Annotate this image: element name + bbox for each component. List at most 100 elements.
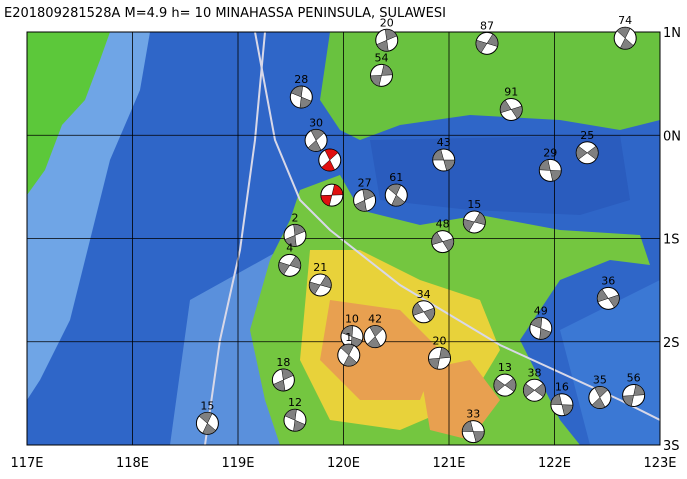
beachball — [289, 85, 313, 109]
beachball-quadrant — [561, 404, 574, 416]
beachball — [283, 408, 307, 432]
map-title: E201809281528A M=4.9 h= 10 MINAHASSA PEN… — [4, 6, 446, 21]
beachball — [320, 183, 344, 207]
beachball — [340, 325, 364, 349]
beachball-quadrant — [202, 422, 217, 435]
event-label: 48 — [436, 218, 450, 231]
beachball-quadrant — [591, 397, 606, 409]
event-label: 87 — [480, 19, 494, 32]
beachball — [195, 411, 219, 435]
beachball-quadrant — [341, 325, 354, 337]
event-label: 21 — [313, 261, 327, 274]
beachball-quadrant — [619, 37, 634, 50]
lat-label: 0N — [663, 129, 681, 144]
beachball — [363, 325, 387, 349]
beachball-quadrant — [500, 99, 512, 114]
beachball-quadrant — [354, 199, 367, 212]
beachball-quadrant — [439, 347, 451, 359]
beachball — [337, 343, 361, 367]
event-label: 54 — [374, 51, 388, 64]
beachball-quadrant — [321, 159, 336, 172]
beachball-quadrant — [278, 261, 291, 275]
lon-label: 120E — [327, 456, 360, 471]
beachball — [271, 368, 295, 392]
beachball-quadrant — [472, 431, 485, 443]
beachball — [412, 300, 436, 324]
beachball — [538, 158, 562, 182]
event-label: 35 — [593, 374, 607, 387]
beachball-quadrant — [370, 75, 382, 87]
beachball-quadrant — [534, 383, 546, 398]
event-label: 1 — [345, 331, 352, 344]
beachball-quadrant — [431, 231, 444, 246]
beachball-quadrant — [428, 357, 440, 370]
beachball — [499, 97, 523, 121]
beachball — [493, 373, 517, 397]
beachball-quadrant — [367, 336, 381, 348]
beachball-quadrant — [475, 39, 488, 54]
beachball-quadrant — [381, 64, 393, 76]
beachball — [550, 393, 574, 417]
beachball — [588, 386, 612, 410]
beachball-quadrant — [473, 212, 486, 226]
event-label: 30 — [309, 116, 323, 129]
beachball-quadrant — [510, 105, 523, 119]
lon-label: 119E — [221, 456, 254, 471]
beachball-quadrant — [539, 159, 551, 171]
beachball — [375, 28, 399, 52]
beachball-quadrant — [198, 412, 213, 424]
beachball — [475, 31, 499, 55]
beachball — [308, 273, 332, 297]
beachball-quadrant — [633, 384, 645, 396]
event-label: 15 — [200, 399, 214, 412]
beachball-quadrant — [616, 26, 631, 39]
beachball-quadrant — [586, 145, 599, 160]
beachball-quadrant — [369, 325, 384, 337]
beachball — [622, 383, 646, 407]
beachball-quadrant — [309, 281, 321, 295]
event-label: 10 — [345, 313, 359, 326]
beachball-quadrant — [343, 354, 358, 367]
lat-label: 2S — [663, 336, 680, 351]
beachball — [461, 420, 485, 444]
lon-label: 122E — [538, 456, 571, 471]
beachball-quadrant — [331, 184, 344, 196]
beachball — [596, 286, 620, 310]
beachball-quadrant — [493, 378, 506, 393]
beachball — [353, 188, 377, 212]
beachball-quadrant — [387, 183, 402, 196]
event-label: 29 — [543, 146, 557, 159]
beachball-quadrant — [384, 29, 398, 41]
event-label: 4 — [286, 241, 293, 254]
beachball-quadrant — [443, 159, 455, 171]
beachball-quadrant — [423, 307, 435, 322]
event-label: 74 — [618, 14, 632, 27]
event-label: 12 — [288, 396, 302, 409]
lat-label: 1N — [663, 26, 681, 41]
event-label: 25 — [580, 129, 594, 142]
event-label: 28 — [294, 73, 308, 86]
beachball — [431, 230, 455, 254]
beachball-quadrant — [575, 145, 588, 160]
beachball — [318, 148, 342, 172]
beachball-quadrant — [523, 383, 535, 398]
beachball-quadrant — [284, 235, 297, 247]
beachball-quadrant — [412, 302, 425, 316]
beachball — [522, 378, 546, 402]
beachball-quadrant — [340, 343, 355, 356]
beachball — [428, 346, 452, 370]
beachball-quadrant — [293, 224, 306, 236]
beachball-quadrant — [391, 194, 406, 207]
event-label: 13 — [498, 361, 512, 374]
beachball — [462, 210, 486, 234]
event-label: 36 — [601, 274, 615, 287]
lon-label: 117E — [10, 456, 43, 471]
beachball-quadrant — [486, 33, 499, 47]
lon-label: 118E — [116, 456, 149, 471]
lat-label: 3S — [663, 439, 680, 454]
beachball-quadrant — [310, 129, 325, 141]
event-label: 18 — [276, 356, 290, 369]
lat-label: 1S — [663, 233, 680, 248]
beachball-quadrant — [462, 420, 474, 432]
